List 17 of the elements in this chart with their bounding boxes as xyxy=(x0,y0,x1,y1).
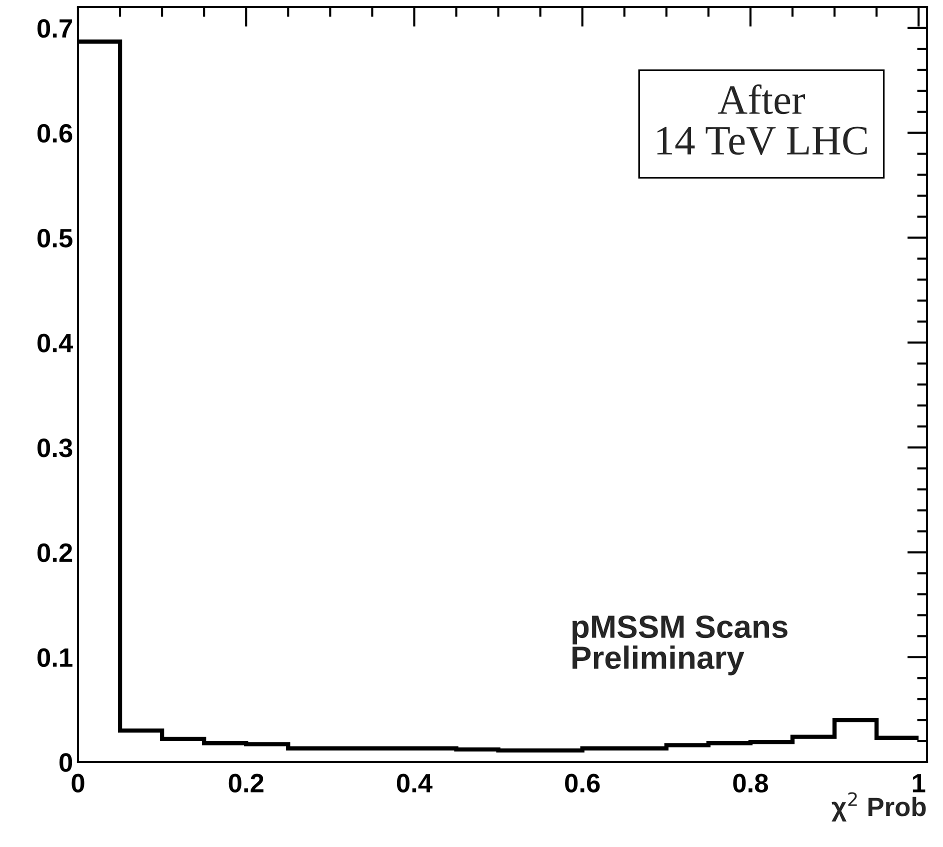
y-tick-label: 0.4 xyxy=(38,334,73,352)
y-tick-label: 0.2 xyxy=(38,543,72,562)
y-tick-label: 0.7 xyxy=(38,19,72,38)
y-tick-label: 0.3 xyxy=(38,438,72,458)
x-tick-label: 0.4 xyxy=(396,774,432,792)
x-tick-label: 1 xyxy=(912,774,926,792)
annotation: After 14 TeV LHC xyxy=(657,84,867,156)
x-tick-label: 0.8 xyxy=(733,774,768,792)
x-tick-label: 0 xyxy=(72,774,84,792)
y-tick-label: 0 xyxy=(60,753,72,772)
x-tick-label: 0.2 xyxy=(228,774,264,792)
y-tick-label: 0.5 xyxy=(38,228,72,248)
y-tick-label: 0.6 xyxy=(38,124,72,143)
y-tick-label: 0.1 xyxy=(38,648,72,667)
x-axis-title: χ$^{2}$ Prob xyxy=(832,792,926,822)
x-tick-label: 0.6 xyxy=(565,774,600,792)
annotation: pMSSM Scans Preliminary xyxy=(572,615,788,676)
